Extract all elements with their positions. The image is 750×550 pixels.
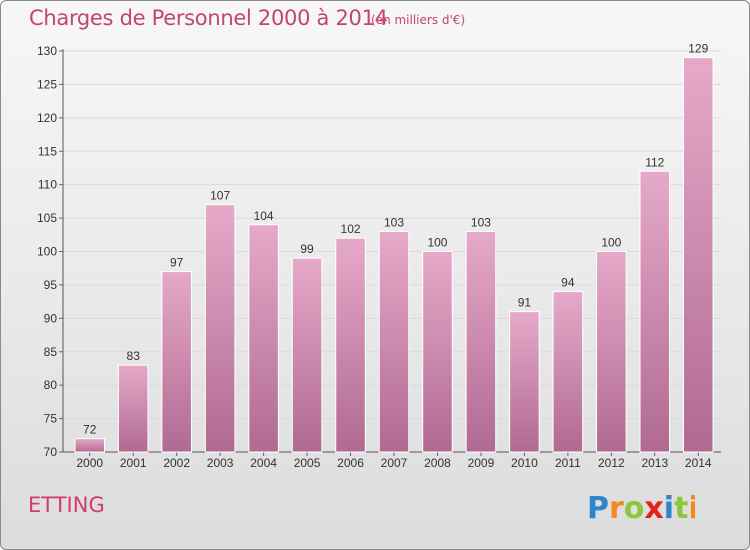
logo-letter: o: [624, 491, 645, 524]
x-tick-label: 2012: [598, 456, 625, 470]
y-tick-label: 90: [44, 311, 58, 325]
x-tick-label: 2014: [685, 456, 712, 470]
logo-letter: x: [644, 491, 663, 524]
x-tick-label: 2003: [207, 456, 234, 470]
bar: [682, 57, 714, 453]
bar-value-label: 100: [427, 236, 447, 250]
x-tick-label: 2002: [163, 456, 190, 470]
bar-value-label: 97: [170, 256, 184, 270]
bar-value-label: 102: [341, 222, 361, 236]
bar: [378, 230, 410, 453]
bar-value-label: 91: [518, 296, 532, 310]
x-tick-label: 2000: [76, 456, 103, 470]
logo-letter: i: [664, 491, 674, 524]
bar: [465, 230, 497, 453]
bar-value-label: 99: [300, 242, 314, 256]
x-tick-label: 2011: [555, 456, 581, 470]
bar-value-label: 112: [645, 155, 664, 169]
proxiti-logo: Proxiti: [587, 491, 695, 524]
bar: [74, 438, 106, 453]
x-tick-label: 2001: [120, 456, 147, 470]
logo-letter: P: [587, 491, 609, 524]
y-tick-label: 75: [44, 412, 58, 426]
bar: [248, 224, 279, 453]
bar: [596, 251, 627, 453]
bar-value-label: 100: [601, 236, 621, 250]
y-tick-label: 120: [37, 111, 57, 125]
bar-value-label: 104: [254, 209, 274, 223]
logo-text: Proxiti: [587, 491, 695, 524]
y-tick-label: 130: [37, 44, 57, 58]
y-tick-label: 100: [37, 245, 57, 259]
bar-value-label: 103: [384, 215, 404, 229]
bar-value-label: 107: [210, 189, 230, 203]
x-tick-label: 2006: [337, 456, 364, 470]
y-tick-label: 115: [38, 144, 57, 158]
bar-value-label: 83: [127, 349, 141, 363]
bar-value-label: 103: [471, 215, 491, 229]
bar: [161, 271, 192, 453]
bar: [291, 257, 323, 453]
chart-subtitle: (en milliers d'€): [371, 13, 466, 27]
logo-letter: i: [688, 491, 695, 524]
y-tick-label: 105: [37, 211, 57, 225]
bar: [335, 237, 366, 453]
bar: [117, 364, 149, 453]
y-tick-label: 80: [44, 378, 58, 392]
labels: 70 75 80 85 90 95 100 105 110 115 120 125 130 72 2000 8…: [37, 42, 712, 470]
bars: [74, 57, 714, 453]
y-tick-label: 85: [44, 345, 58, 359]
x-tick-label: 2013: [641, 456, 668, 470]
bar: [204, 204, 236, 453]
bar: [552, 291, 584, 453]
logo-letter: r: [609, 491, 624, 524]
x-tick-label: 2009: [468, 456, 495, 470]
y-tick-label: 110: [38, 178, 57, 192]
bar-value-label: 72: [83, 423, 97, 437]
bar: [639, 170, 671, 453]
x-tick-label: 2005: [294, 456, 321, 470]
bar: [422, 251, 453, 453]
y-tick-label: 125: [37, 77, 57, 91]
bar: [509, 311, 540, 453]
chart-title: Charges de Personnel 2000 à 2014: [29, 6, 388, 30]
x-tick-label: 2004: [250, 456, 277, 470]
bar-value-label: 94: [561, 276, 575, 290]
y-tick-label: 95: [44, 278, 58, 292]
commune-name: ETTING: [28, 493, 105, 517]
x-tick-label: 2010: [511, 456, 538, 470]
x-tick-label: 2007: [381, 456, 408, 470]
y-tick-label: 70: [44, 445, 58, 459]
x-tick-label: 2008: [424, 456, 451, 470]
logo-letter: t: [674, 491, 688, 524]
bar-value-label: 129: [688, 42, 708, 56]
